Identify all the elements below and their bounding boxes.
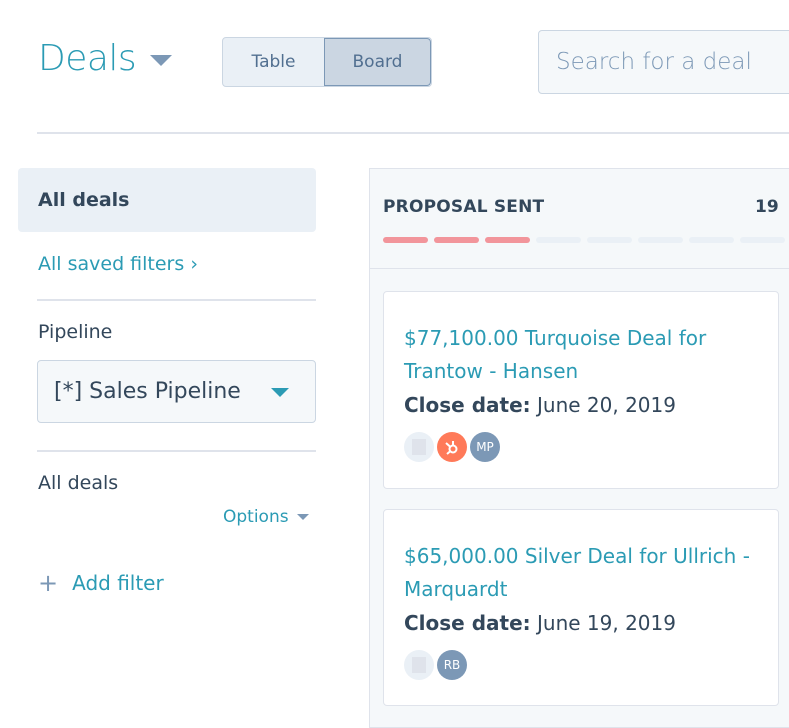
close-date-value: June 19, 2019 (537, 611, 676, 635)
owner-avatar[interactable]: RB (437, 650, 467, 680)
board-view-button[interactable]: Board (324, 38, 431, 86)
add-filter-label: Add filter (72, 571, 164, 595)
progress-segment (434, 237, 479, 243)
column-count: 19 (755, 197, 779, 217)
options-dropdown[interactable]: Options (223, 507, 309, 527)
all-saved-filters-link[interactable]: All saved filters › (38, 253, 198, 275)
link-label: All saved filters (38, 253, 185, 275)
progress-segment (383, 237, 428, 243)
table-view-button[interactable]: Table (251, 52, 296, 72)
stage-progress (383, 237, 785, 243)
building-icon (412, 439, 426, 455)
progress-segment (536, 237, 581, 243)
company-avatar[interactable] (404, 432, 434, 462)
company-avatar[interactable] (404, 650, 434, 680)
divider (37, 132, 789, 134)
board-column-proposal-sent: PROPOSAL SENT 19 $77,100.00 Turquoise De… (369, 168, 789, 728)
column-header: PROPOSAL SENT 19 (370, 169, 789, 269)
close-date-label: Close date: (404, 611, 531, 635)
sidebar-item-all-deals[interactable]: All deals (18, 168, 316, 232)
options-label: Options (223, 507, 289, 527)
owner-avatar[interactable]: MP (470, 432, 500, 462)
deal-name-link[interactable]: $77,100.00 Turquoise Deal for Trantow - … (404, 326, 707, 383)
close-date-label: Close date: (404, 393, 531, 417)
deal-name-link[interactable]: $65,000.00 Silver Deal for Ullrich - Mar… (404, 544, 750, 601)
caret-down-icon (271, 388, 289, 397)
progress-segment (689, 237, 734, 243)
view-label: All deals (38, 472, 119, 494)
close-date-value: June 20, 2019 (537, 393, 676, 417)
page-title[interactable]: Deals (38, 38, 137, 79)
deal-card[interactable]: $77,100.00 Turquoise Deal for Trantow - … (383, 291, 779, 489)
plus-icon: + (38, 569, 59, 597)
pipeline-value: [*] Sales Pipeline (54, 379, 241, 404)
pipeline-select[interactable]: [*] Sales Pipeline (37, 360, 316, 423)
column-title: PROPOSAL SENT (383, 197, 545, 217)
progress-segment (587, 237, 632, 243)
progress-segment (740, 237, 785, 243)
close-date: Close date: June 20, 2019 (404, 388, 758, 422)
view-toggle: Table Board (222, 37, 432, 87)
hubspot-icon[interactable] (437, 432, 467, 462)
chevron-right-icon: › (190, 253, 198, 275)
building-icon (412, 657, 426, 673)
progress-segment (485, 237, 530, 243)
search-input[interactable]: Search for a deal (538, 30, 789, 94)
add-filter-button[interactable]: + Add filter (38, 571, 164, 595)
close-date: Close date: June 19, 2019 (404, 606, 758, 640)
progress-segment (638, 237, 683, 243)
deal-card[interactable]: $65,000.00 Silver Deal for Ullrich - Mar… (383, 509, 779, 706)
caret-down-icon (296, 514, 309, 520)
chevron-down-icon[interactable] (150, 55, 172, 66)
pipeline-label: Pipeline (38, 321, 113, 343)
divider (37, 450, 316, 452)
divider (37, 299, 316, 301)
